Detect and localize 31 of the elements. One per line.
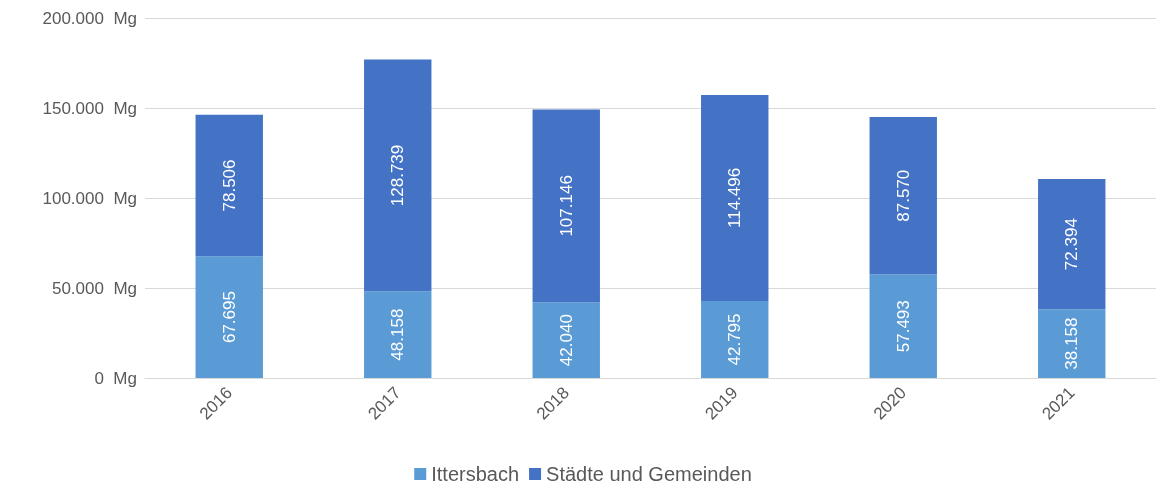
- y-tick-label: 150.000 Mg: [42, 98, 137, 118]
- bar: [532, 302, 600, 378]
- bar: [869, 274, 937, 378]
- data-label: 87.570: [893, 169, 913, 222]
- y-tick-label: 0 Mg: [94, 368, 137, 388]
- bar: [1038, 309, 1106, 378]
- data-label: 57.493: [893, 300, 913, 353]
- bar: [195, 256, 263, 378]
- data-label: 42.040: [556, 314, 576, 367]
- data-label: 114.496: [725, 167, 745, 229]
- data-label: 42.795: [725, 313, 745, 366]
- bar: [1038, 179, 1106, 310]
- data-label: 38.158: [1062, 317, 1082, 370]
- bar: [869, 116, 937, 275]
- y-tick-label: 50.000 Mg: [51, 278, 137, 298]
- y-tick-label: 100.000 Mg: [42, 188, 137, 208]
- data-label: 67.695: [219, 291, 239, 344]
- legend-label: Städte und Gemeinden: [546, 463, 752, 485]
- bar: [701, 94, 769, 301]
- bar: [364, 59, 432, 292]
- legend-label: Ittersbach: [431, 463, 520, 485]
- bar: [195, 114, 263, 257]
- bar: [701, 300, 769, 378]
- data-label: 48.158: [388, 308, 408, 361]
- data-label: 78.506: [219, 159, 239, 212]
- data-label: 72.394: [1062, 218, 1082, 271]
- bar: [364, 291, 432, 378]
- data-label: 128.739: [388, 144, 408, 207]
- bar: [532, 109, 600, 303]
- y-tick-label: 200.000 Mg: [42, 8, 137, 28]
- data-label: 107.146: [556, 175, 576, 237]
